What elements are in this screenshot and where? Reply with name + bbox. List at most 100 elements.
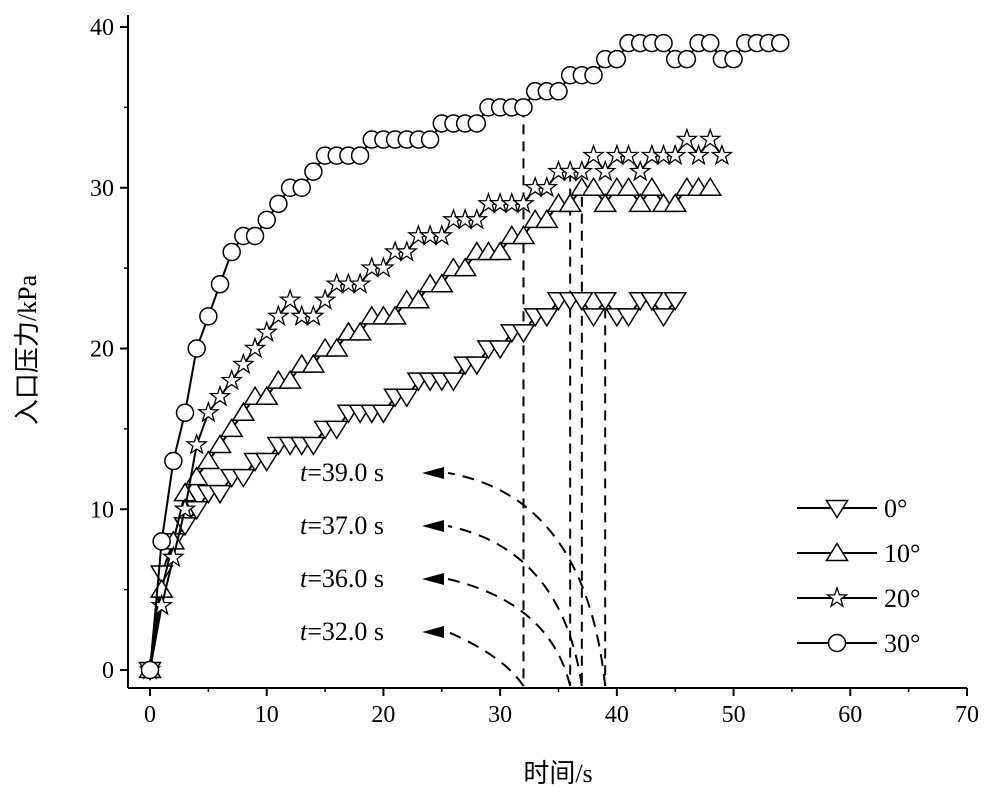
data-point: [406, 289, 431, 309]
data-point: [654, 33, 673, 53]
x-tick-label: 20: [371, 702, 395, 728]
data-point: [570, 159, 594, 182]
data-point: [257, 210, 276, 230]
data-point: [324, 337, 349, 357]
x-tick-label: 40: [605, 702, 629, 728]
data-point: [640, 176, 664, 196]
data-point: [199, 307, 218, 326]
data-point: [372, 256, 395, 278]
data-point: [231, 401, 256, 422]
data-point: [593, 292, 618, 312]
data-point: [210, 274, 230, 294]
annotation-label: t=37.0 s: [300, 511, 385, 540]
data-point: [208, 484, 232, 505]
data-point: [173, 517, 197, 537]
x-tick-label: 70: [955, 702, 979, 728]
annotation-curve: [447, 631, 525, 687]
data-point: [267, 304, 290, 327]
data-point: [593, 159, 617, 182]
data-point: [222, 242, 241, 262]
data-point: [371, 404, 396, 424]
series-circle: [140, 33, 790, 680]
data-point: [584, 65, 603, 85]
x-tick-label: 0: [144, 702, 156, 728]
data-point: [488, 340, 512, 360]
data-point: [535, 175, 559, 198]
annotation-label: t=39.0 s: [300, 458, 385, 487]
data-point: [164, 451, 183, 471]
data-point: [453, 257, 477, 277]
annotation-label: t=36.0 s: [300, 564, 385, 593]
arrow-head-icon: [422, 573, 444, 585]
y-tick-label: 30: [90, 176, 114, 202]
data-point: [394, 388, 419, 408]
data-point: [278, 369, 302, 389]
legend-triangle-down-icon: [825, 499, 849, 519]
arrow-head-icon: [422, 520, 444, 532]
data-point: [581, 308, 606, 328]
data-point: [698, 176, 723, 196]
data-point: [488, 241, 512, 261]
legend-circle-icon: [827, 633, 847, 653]
data-point: [140, 660, 160, 680]
data-point: [220, 368, 244, 391]
arrow-head-icon: [422, 467, 444, 479]
data-point: [581, 176, 606, 196]
legend-star-icon: [825, 586, 849, 608]
data-point: [208, 384, 232, 407]
data-point: [700, 33, 720, 53]
y-tick-label: 10: [90, 497, 114, 523]
data-point: [617, 143, 640, 166]
data-point: [383, 305, 407, 325]
data-point: [582, 143, 605, 166]
data-point: [231, 468, 256, 489]
x-tick-label: 50: [722, 702, 746, 728]
series-line: [149, 137, 723, 671]
legend-label: 0°: [884, 494, 907, 523]
series-group: [138, 33, 790, 681]
data-point: [616, 176, 641, 196]
data-point: [534, 208, 559, 229]
y-tick-label: 0: [102, 658, 114, 684]
data-point: [420, 130, 440, 149]
series-triangle-down: [138, 292, 688, 681]
data-point: [292, 178, 311, 197]
data-point: [324, 420, 349, 440]
data-point: [467, 114, 487, 133]
data-point: [710, 143, 734, 166]
legend-triangle-up-icon: [825, 542, 849, 562]
data-point: [208, 434, 232, 454]
data-point: [607, 49, 627, 69]
data-point: [616, 308, 641, 328]
data-point: [313, 288, 337, 311]
data-point: [243, 336, 267, 359]
data-point: [640, 292, 664, 312]
data-point: [302, 304, 325, 327]
data-point: [429, 273, 454, 293]
data-point: [278, 288, 302, 311]
x-tick-label: 30: [488, 702, 512, 728]
legend-label: 30°: [884, 629, 920, 658]
data-point: [464, 356, 489, 376]
data-point: [175, 403, 195, 423]
data-point: [254, 385, 279, 405]
y-tick-label: 20: [90, 337, 114, 363]
y-axis-label: 入口压力/kPa: [13, 274, 42, 425]
data-point: [677, 49, 697, 69]
series-triangle-up: [138, 176, 723, 679]
data-point: [534, 308, 559, 328]
data-point: [628, 159, 652, 182]
annotations: [422, 107, 607, 687]
data-point: [232, 352, 255, 375]
data-point: [441, 372, 466, 392]
data-point: [269, 194, 288, 214]
data-point: [465, 207, 489, 230]
data-point: [161, 545, 185, 568]
axes: 0 10 20 30 40 50 60 70 0 10 20 30 40: [90, 15, 979, 728]
data-point: [173, 497, 197, 519]
data-point: [395, 240, 419, 262]
data-point: [687, 143, 711, 166]
data-point: [512, 191, 535, 214]
y-tick-label: 40: [90, 15, 114, 41]
